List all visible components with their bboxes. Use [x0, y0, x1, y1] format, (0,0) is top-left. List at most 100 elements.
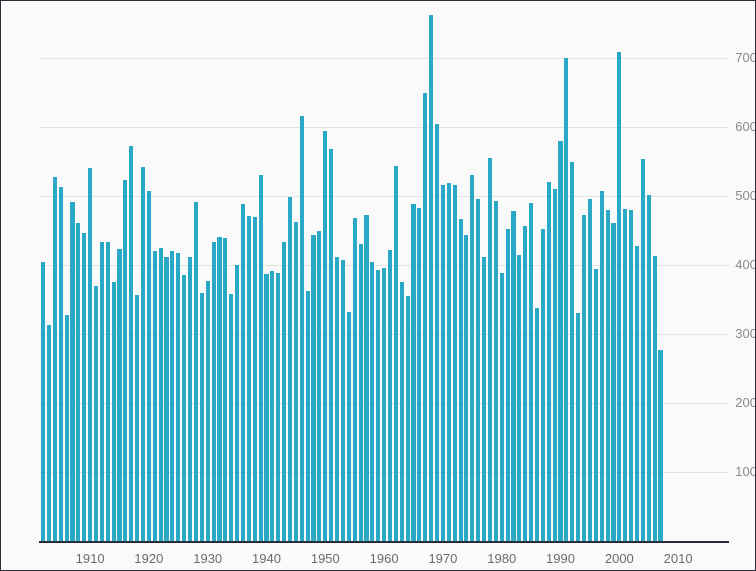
bar-1976[interactable] — [476, 198, 481, 541]
bar-1949[interactable] — [317, 230, 322, 541]
bar-1928[interactable] — [193, 202, 198, 541]
bar-1954[interactable] — [346, 311, 351, 541]
bar-1937[interactable] — [246, 216, 251, 541]
bar-1921[interactable] — [152, 251, 157, 541]
bar-1904[interactable] — [52, 177, 57, 541]
bar-1917[interactable] — [129, 146, 134, 541]
bar-1994[interactable] — [581, 215, 587, 541]
bar-1903[interactable] — [46, 325, 51, 541]
bar-1944[interactable] — [287, 196, 293, 541]
bar-2001[interactable] — [623, 209, 628, 541]
bar-1938[interactable] — [252, 217, 257, 541]
bar-1991[interactable] — [564, 58, 569, 541]
bar-1960[interactable] — [382, 267, 387, 541]
bar-1940[interactable] — [264, 273, 269, 541]
bar-1926[interactable] — [182, 275, 187, 541]
bar-1922[interactable] — [158, 248, 163, 541]
bar-1970[interactable] — [440, 184, 445, 541]
bar-2003[interactable] — [634, 245, 640, 541]
bar-1943[interactable] — [282, 241, 287, 541]
bar-1929[interactable] — [199, 292, 204, 541]
bar-1980[interactable] — [499, 273, 504, 541]
bar-1958[interactable] — [370, 262, 375, 541]
bar-1902[interactable] — [41, 261, 46, 541]
bar-1950[interactable] — [323, 131, 328, 541]
bar-1959[interactable] — [376, 269, 381, 541]
bar-1923[interactable] — [164, 257, 169, 541]
bar-1915[interactable] — [117, 249, 122, 541]
bar-1924[interactable] — [170, 250, 175, 541]
bar-1933[interactable] — [223, 238, 228, 541]
bar-1977[interactable] — [482, 257, 487, 541]
bar-1927[interactable] — [188, 257, 193, 541]
bar-1906[interactable] — [64, 315, 69, 541]
bar-1935[interactable] — [235, 265, 240, 541]
bar-1981[interactable] — [505, 229, 510, 541]
bar-1993[interactable] — [576, 313, 581, 541]
bar-1973[interactable] — [458, 219, 463, 541]
bar-1967[interactable] — [423, 93, 428, 541]
bar-1966[interactable] — [417, 207, 422, 541]
bar-1992[interactable] — [570, 162, 575, 541]
bar-1984[interactable] — [523, 226, 528, 541]
bar-1965[interactable] — [411, 203, 416, 541]
bar-1948[interactable] — [311, 235, 316, 541]
bar-1911[interactable] — [93, 286, 99, 541]
bar-1913[interactable] — [105, 242, 110, 541]
bar-1956[interactable] — [358, 243, 363, 541]
bar-1905[interactable] — [58, 187, 63, 541]
bar-2005[interactable] — [646, 195, 651, 541]
bar-1925[interactable] — [176, 252, 181, 541]
bar-1964[interactable] — [405, 296, 410, 541]
bar-1914[interactable] — [111, 281, 116, 541]
bar-1978[interactable] — [487, 158, 492, 541]
bar-1995[interactable] — [587, 199, 592, 541]
bar-1988[interactable] — [546, 182, 551, 541]
bar-2000[interactable] — [617, 52, 622, 541]
bar-1951[interactable] — [329, 149, 334, 541]
bar-1987[interactable] — [540, 229, 545, 541]
bar-1955[interactable] — [352, 218, 357, 541]
bar-1908[interactable] — [76, 222, 81, 541]
bar-1979[interactable] — [493, 200, 498, 541]
bar-1963[interactable] — [399, 282, 404, 541]
bar-1997[interactable] — [599, 191, 604, 541]
bar-1998[interactable] — [605, 209, 610, 541]
bar-1912[interactable] — [99, 241, 104, 541]
bar-2007[interactable] — [658, 349, 663, 541]
bar-1930[interactable] — [205, 280, 210, 541]
bar-1982[interactable] — [511, 211, 516, 541]
bar-1934[interactable] — [229, 293, 234, 541]
bar-1919[interactable] — [140, 167, 146, 541]
bar-1986[interactable] — [534, 308, 540, 541]
bar-1990[interactable] — [558, 140, 563, 541]
bar-1957[interactable] — [364, 215, 369, 541]
bar-1942[interactable] — [276, 273, 281, 541]
bar-1968[interactable] — [429, 14, 434, 541]
bar-1932[interactable] — [217, 236, 222, 541]
bar-1985[interactable] — [529, 202, 534, 541]
bar-1975[interactable] — [470, 174, 475, 541]
bar-1972[interactable] — [452, 184, 457, 541]
bar-2004[interactable] — [640, 159, 645, 541]
bar-1952[interactable] — [335, 256, 340, 541]
bar-1983[interactable] — [517, 255, 522, 541]
bar-1910[interactable] — [88, 168, 93, 541]
bar-1947[interactable] — [305, 290, 310, 541]
bar-2006[interactable] — [652, 256, 657, 541]
bar-1931[interactable] — [211, 241, 216, 541]
bar-1962[interactable] — [393, 166, 398, 541]
bar-1974[interactable] — [464, 235, 469, 541]
bar-1909[interactable] — [82, 233, 87, 541]
bar-2002[interactable] — [629, 209, 634, 541]
bar-1969[interactable] — [434, 124, 440, 541]
bar-1916[interactable] — [123, 180, 128, 541]
bar-1989[interactable] — [552, 189, 557, 541]
bar-1918[interactable] — [135, 294, 140, 541]
bar-1939[interactable] — [258, 175, 263, 541]
bar-1961[interactable] — [387, 249, 393, 541]
bar-1920[interactable] — [146, 191, 151, 541]
bar-1946[interactable] — [299, 115, 304, 541]
bar-1971[interactable] — [446, 182, 451, 541]
bar-1953[interactable] — [340, 260, 345, 541]
